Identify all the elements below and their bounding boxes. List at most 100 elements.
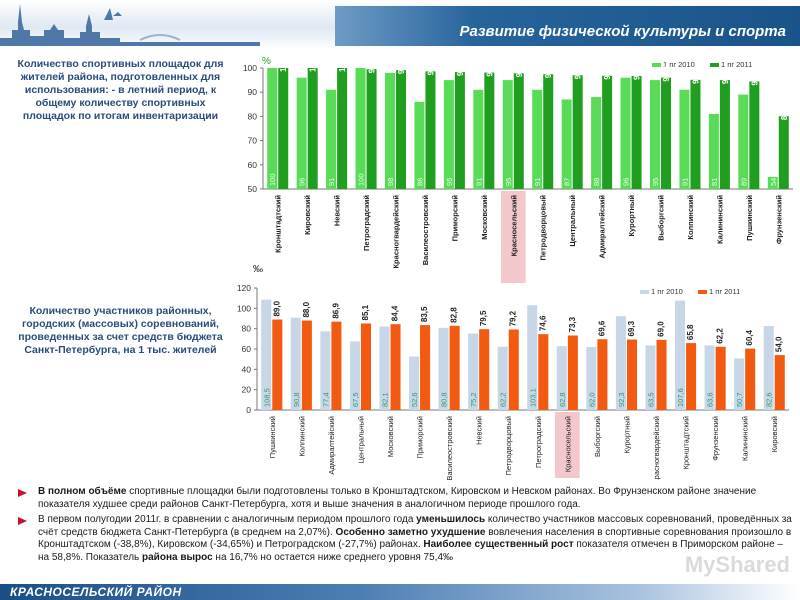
footer: КРАСНОСЕЛЬСКИЙ РАЙОН — [0, 584, 800, 600]
data-label: 90,8 — [292, 392, 301, 407]
data-label: 54 — [769, 178, 778, 186]
note-participants: В первом полугодии 2011г. в сравнении с … — [18, 514, 796, 564]
bar-curr — [360, 323, 371, 410]
note-bold: района вырос — [142, 551, 213, 563]
bar-curr — [538, 334, 549, 410]
data-label: 96,8 — [603, 64, 612, 80]
bar-curr — [572, 75, 583, 189]
data-label: 86 — [415, 178, 424, 186]
bar-curr — [602, 75, 613, 189]
bar-prev — [679, 89, 690, 189]
note-bold: уменьшилось — [416, 514, 486, 526]
bar-prev — [384, 72, 395, 189]
header-band: Развитие физической культуры и спорта — [335, 6, 800, 46]
data-label: 63,6 — [706, 392, 715, 407]
bar-curr — [301, 320, 312, 410]
data-label: 83,5 — [420, 306, 429, 322]
data-label: 52,6 — [410, 392, 419, 407]
footer-text: КРАСНОСЕЛЬСКИЙ РАЙОН — [10, 585, 182, 599]
y-tick-label: 0 — [246, 405, 251, 415]
data-label: 62,0 — [587, 392, 596, 407]
bar-curr — [508, 329, 519, 410]
y-axis-unit: ‰ — [253, 264, 263, 275]
x-tick-label: Петродворцовый — [504, 416, 513, 476]
data-label: 98,1 — [485, 60, 494, 76]
data-label: 98,6 — [426, 59, 435, 75]
bar-prev — [438, 327, 449, 410]
note-grounds: В полном объёме спортивные площадки были… — [18, 486, 796, 511]
x-tick-label: Колпинский — [297, 416, 306, 457]
data-label: 74,6 — [538, 315, 547, 331]
bar-prev — [704, 345, 715, 410]
x-tick-label: Приморский — [416, 416, 425, 459]
x-tick-label: Петродворцовый — [539, 195, 548, 261]
x-tick-label: Петроградский — [362, 195, 371, 251]
data-label: 77,4 — [321, 392, 330, 407]
bar-prev — [320, 331, 331, 410]
x-tick-label: Адмиралтейский — [327, 416, 336, 475]
data-label: 79,2 — [509, 310, 518, 326]
bar-curr — [715, 346, 726, 410]
y-tick-label: 70 — [248, 136, 258, 146]
y-tick-label: 20 — [242, 385, 252, 395]
bar-prev — [645, 345, 656, 410]
y-tick-label: 120 — [237, 283, 251, 293]
bar-curr — [543, 74, 554, 189]
data-label: 97,0 — [574, 63, 583, 79]
x-tick-label: Калининский — [741, 416, 750, 461]
data-label: 91 — [327, 178, 336, 186]
note-text: вовлечения населения в спортивные соревн… — [38, 526, 792, 551]
legend-swatch — [640, 290, 649, 294]
bar-prev — [409, 356, 420, 410]
note-text: спортивные площадки были подготовлены то… — [38, 486, 757, 510]
arrow-bullet-icon — [18, 489, 27, 497]
y-tick-label: 90 — [248, 87, 258, 97]
x-tick-label: Приморский — [450, 195, 459, 242]
data-label: 100,0 — [279, 51, 288, 72]
x-tick-label: Курортный — [627, 195, 636, 237]
chart-sport-grounds: 50 60 70 80 90 100% 1 пг 2010 1 пг 2011 100 100,0… — [242, 51, 793, 283]
bar-curr — [626, 339, 637, 410]
bar-prev — [738, 94, 749, 189]
bar-prev — [349, 341, 360, 410]
notes: В полном объёме спортивные площадки были… — [18, 486, 796, 568]
data-label: 80,8 — [440, 392, 449, 407]
data-label: 82,1 — [380, 392, 389, 407]
bar-prev — [556, 346, 567, 410]
x-tick-label: Василеостровский — [445, 416, 454, 480]
bar-prev — [443, 80, 454, 189]
bar-prev — [473, 89, 484, 189]
bar-curr — [631, 75, 642, 189]
note-text: показателя отмечен в Приморском районе –… — [38, 539, 783, 563]
x-tick-label: Петроградский — [534, 416, 543, 468]
y-tick-label: 80 — [242, 324, 252, 334]
data-label: 82,6 — [765, 392, 774, 407]
data-label: 97,8 — [515, 61, 524, 77]
data-label: 62,2 — [716, 328, 725, 344]
data-label: 95 — [651, 178, 660, 186]
data-label: 100,0 — [338, 51, 347, 72]
data-label: 75,2 — [469, 392, 478, 407]
bar-curr — [425, 71, 436, 189]
data-label: 88,0 — [302, 301, 311, 317]
data-label: 60,4 — [745, 329, 754, 345]
page-title: Развитие физической культуры и спорта — [459, 23, 786, 40]
legend-label: 1 пг 2011 — [709, 287, 740, 296]
data-label: 100,0 — [309, 51, 318, 72]
data-label: 103,1 — [528, 388, 537, 407]
bar-curr — [778, 116, 789, 189]
arrow-bullet-icon — [18, 517, 27, 526]
note-bold: Особенно заметно ухудшение — [335, 526, 486, 538]
data-label: 89,0 — [272, 300, 281, 316]
legend-label: 1 пг 2010 — [651, 287, 683, 296]
data-label: 50,7 — [735, 392, 744, 407]
data-label: 100 — [357, 173, 366, 186]
data-label: 89 — [739, 178, 748, 186]
bar-prev — [561, 99, 572, 189]
data-label: 95,0 — [721, 68, 730, 84]
bar-prev — [734, 358, 745, 410]
bar-curr — [449, 325, 460, 410]
data-label: 99,1 — [397, 58, 406, 74]
bar-curr — [690, 79, 701, 189]
header: Развитие физической культуры и спорта — [0, 0, 800, 50]
